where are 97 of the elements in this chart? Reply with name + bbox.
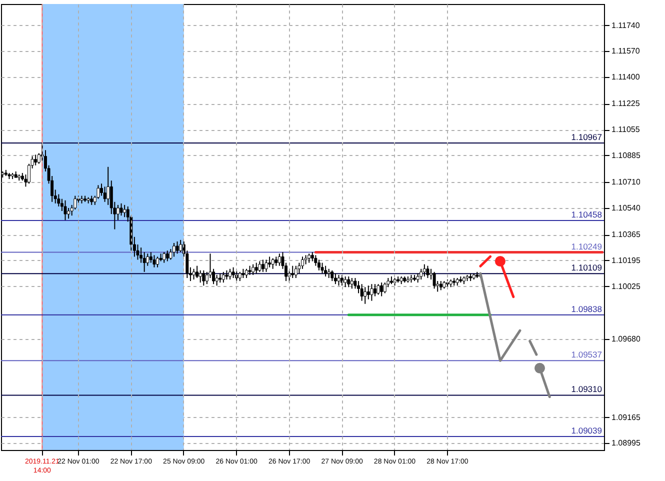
candlestick	[245, 268, 248, 278]
candlestick	[116, 204, 120, 221]
candlestick	[327, 268, 330, 278]
y-tick-label: 1.10195	[612, 256, 641, 265]
candlestick	[330, 270, 334, 282]
candlestick	[196, 265, 199, 278]
candlestick	[366, 285, 370, 300]
candlestick	[142, 252, 146, 272]
candlestick	[426, 265, 430, 278]
candlestick	[350, 277, 354, 290]
candlestick	[310, 252, 314, 262]
candlestick	[166, 250, 169, 262]
y-tick-label: 1.10885	[612, 150, 641, 160]
candlestick	[432, 271, 436, 290]
candlestick	[198, 270, 202, 284]
ref-line-label: 1.09537	[571, 350, 602, 360]
candlestick	[179, 239, 182, 253]
candlestick	[242, 268, 245, 278]
y-tick-label: 1.11055	[612, 125, 640, 134]
candlestick	[218, 272, 222, 284]
candlestick	[176, 240, 179, 254]
candlestick	[422, 264, 426, 277]
candlestick	[67, 207, 70, 220]
candlestick	[232, 266, 235, 278]
candlestick	[252, 264, 255, 276]
ref-line-label: 1.10967	[571, 132, 602, 142]
candlestick	[294, 265, 298, 278]
y-tick-label: 1.11740	[612, 20, 640, 30]
candlestick	[420, 268, 423, 280]
candlestick	[123, 204, 126, 218]
y-tick-label: 1.11225	[612, 99, 640, 108]
candlestick	[364, 286, 367, 304]
y-tick-label: 1.10540	[612, 203, 641, 212]
candlestick	[383, 282, 386, 294]
candlestick	[380, 282, 384, 297]
candlestick	[308, 253, 311, 264]
candlestick	[172, 242, 176, 258]
ref-line-label: 1.09838	[571, 304, 602, 314]
ref-line-label: 1.10249	[571, 241, 602, 252]
candlestick	[291, 265, 294, 278]
candlestick	[354, 277, 357, 290]
candlestick	[248, 265, 252, 276]
y-tick-label: 1.11570	[612, 46, 640, 56]
candlestick	[149, 252, 152, 264]
candlestick	[337, 274, 340, 286]
candlestick	[215, 274, 218, 286]
candlestick	[301, 256, 304, 270]
candlestick	[192, 268, 196, 280]
ref-line-label: 1.10109	[571, 262, 602, 273]
candlestick	[152, 254, 156, 268]
candlestick	[278, 253, 281, 266]
candlestick	[238, 271, 242, 282]
candlestick	[416, 272, 420, 284]
candlestick	[274, 256, 278, 266]
candlestick	[314, 254, 318, 266]
candlestick	[324, 265, 328, 277]
candlestick	[156, 256, 159, 268]
candlestick	[317, 259, 320, 271]
candlestick	[103, 186, 106, 202]
candlestick	[225, 270, 228, 280]
candlestick	[304, 254, 308, 265]
candlestick	[57, 194, 60, 207]
candlestick	[222, 271, 225, 284]
candlestick	[90, 195, 94, 206]
y-tick-label: 1.10710	[612, 178, 641, 187]
candlestick	[268, 256, 272, 268]
candlestick	[261, 259, 264, 272]
y-tick-label: 1.09680	[612, 334, 641, 344]
candlestick	[64, 200, 67, 221]
candlestick	[439, 280, 442, 291]
y-tick-label: 1.09165	[612, 412, 641, 422]
candlestick	[106, 166, 110, 206]
candlestick	[360, 284, 364, 302]
y-tick-label: 1.10025	[612, 282, 641, 291]
y-tick-label: 1.11400	[612, 72, 640, 82]
candlestick	[258, 260, 262, 272]
candlestick	[376, 284, 380, 296]
ref-line-label: 1.09310	[571, 384, 602, 394]
candlestick	[334, 272, 337, 285]
ref-line-label: 1.10458	[571, 209, 602, 220]
candlestick	[264, 259, 268, 272]
candlestick	[254, 262, 258, 274]
candlestick	[374, 284, 376, 297]
y-tick-label: 1.08995	[612, 438, 641, 448]
candlestick	[162, 252, 166, 264]
y-tick-label: 1.10365	[612, 230, 641, 240]
candlestick	[34, 154, 38, 166]
candlestick	[120, 202, 123, 216]
candlestick	[228, 268, 232, 280]
candlestick	[340, 274, 344, 286]
ref-line-label: 1.09039	[571, 425, 602, 436]
candlestick	[347, 276, 350, 288]
candlestick	[271, 258, 274, 270]
candlestick	[202, 270, 206, 286]
candlestick	[370, 284, 374, 302]
candlestick	[344, 276, 347, 288]
candlestick	[320, 262, 324, 274]
